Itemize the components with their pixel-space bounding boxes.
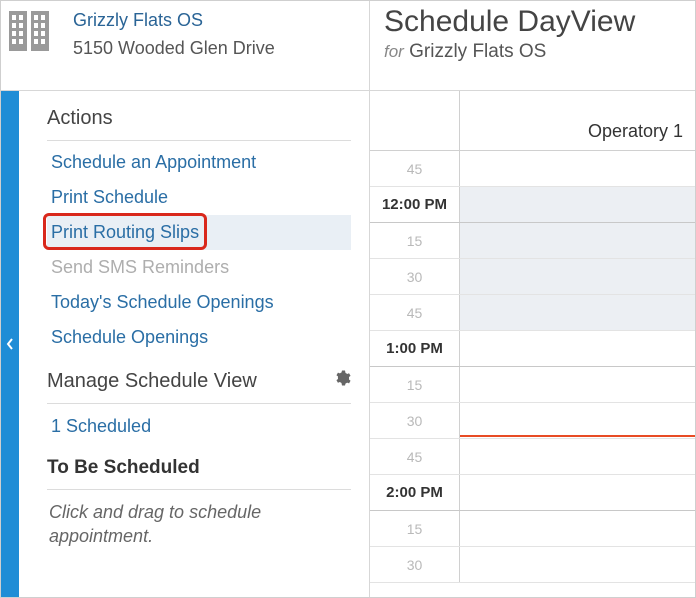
time-label: 30 — [370, 259, 460, 294]
to-be-scheduled-heading: To Be Scheduled — [47, 451, 351, 490]
page-subtitle: for Grizzly Flats OS — [384, 41, 695, 63]
action-send-sms-reminders: Send SMS Reminders — [47, 250, 351, 285]
time-label: 12:00 PM — [370, 187, 460, 222]
dayview-location: Grizzly Flats OS — [409, 41, 546, 62]
time-label: 30 — [370, 547, 460, 582]
location-address: 5150 Wooded Glen Drive — [73, 36, 275, 61]
time-slot[interactable] — [460, 259, 695, 294]
page-title: Schedule DayView — [384, 5, 695, 39]
action-today-s-schedule-openings[interactable]: Today's Schedule Openings — [47, 285, 351, 320]
time-label: 45 — [370, 151, 460, 186]
action-schedule-openings[interactable]: Schedule Openings — [47, 320, 351, 355]
time-label: 30 — [370, 403, 460, 438]
actions-heading: Actions — [47, 105, 351, 141]
time-label: 45 — [370, 295, 460, 330]
time-slot[interactable] — [460, 475, 695, 510]
time-slot[interactable] — [460, 403, 695, 438]
time-label: 45 — [370, 439, 460, 474]
time-slot[interactable] — [460, 295, 695, 330]
scheduled-count-link[interactable]: 1 Scheduled — [47, 408, 351, 451]
action-print-schedule[interactable]: Print Schedule — [47, 180, 351, 215]
action-print-routing-slips[interactable]: Print Routing Slips — [47, 215, 351, 250]
time-column-head — [370, 91, 460, 150]
time-label: 1:00 PM — [370, 331, 460, 366]
time-slot[interactable] — [460, 367, 695, 402]
time-slot[interactable] — [460, 547, 695, 582]
time-slot[interactable] — [460, 187, 695, 222]
time-slot[interactable] — [460, 511, 695, 546]
current-time-indicator — [460, 435, 695, 437]
operatory-header[interactable]: Operatory 1 — [460, 91, 695, 150]
gear-icon[interactable] — [333, 369, 351, 393]
for-label: for — [384, 42, 404, 61]
time-label: 15 — [370, 511, 460, 546]
to-be-scheduled-hint: Click and drag to schedule appointment. — [47, 490, 351, 549]
building-icon — [5, 7, 61, 55]
time-label: 15 — [370, 223, 460, 258]
time-slot[interactable] — [460, 331, 695, 366]
time-label: 2:00 PM — [370, 475, 460, 510]
chevron-left-icon — [5, 337, 15, 351]
collapse-rail[interactable] — [1, 91, 19, 597]
time-slot[interactable] — [460, 439, 695, 474]
time-slot[interactable] — [460, 223, 695, 258]
time-label: 15 — [370, 367, 460, 402]
location-name[interactable]: Grizzly Flats OS — [73, 9, 275, 32]
action-schedule-an-appointment[interactable]: Schedule an Appointment — [47, 145, 351, 180]
manage-schedule-heading: Manage Schedule View — [47, 367, 351, 404]
time-slot[interactable] — [460, 151, 695, 186]
